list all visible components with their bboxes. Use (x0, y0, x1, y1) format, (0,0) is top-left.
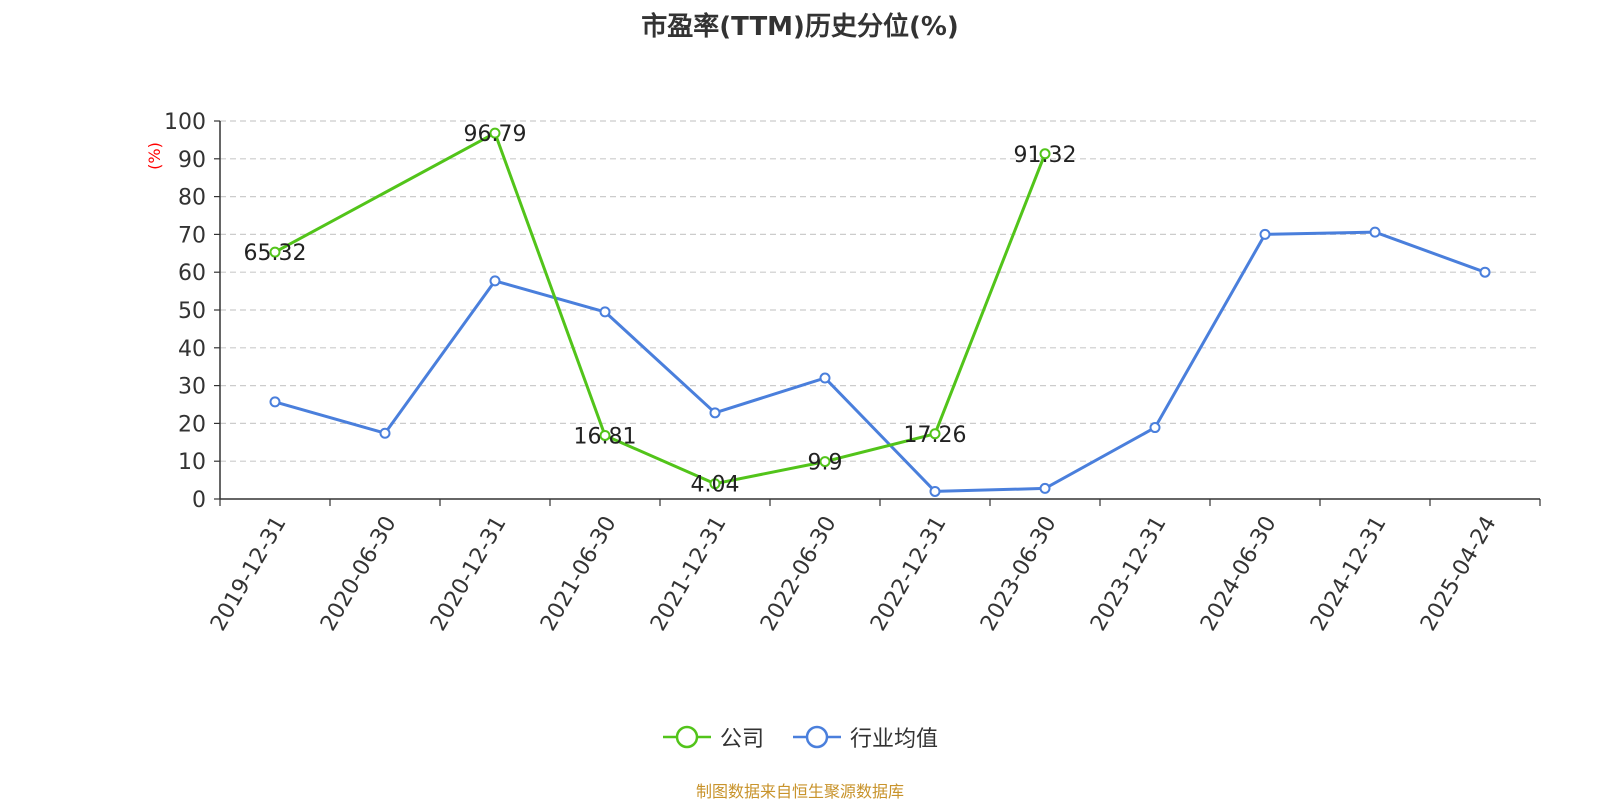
data-point-company[interactable] (929, 428, 941, 440)
data-points (269, 127, 1491, 497)
data-point-industry-average[interactable] (269, 396, 281, 408)
series-lines (274, 131, 1486, 493)
y-tick-label: 70 (178, 223, 206, 248)
x-tick-label: 2020-12-31 (426, 512, 512, 635)
data-label: 91.32 (1014, 143, 1077, 168)
data-point-industry-average[interactable] (819, 372, 831, 384)
data-point-industry-average[interactable] (709, 407, 721, 419)
data-label: 9.9 (808, 451, 843, 476)
data-point-industry-average[interactable] (1039, 482, 1051, 494)
data-label: 65.32 (244, 241, 307, 266)
data-label: 4.04 (691, 473, 740, 498)
x-tick-label: 2024-12-31 (1306, 512, 1392, 635)
data-point-industry-average[interactable] (489, 275, 501, 287)
x-tick-label: 2025-04-24 (1416, 512, 1502, 635)
legend-industry-label: 行业均值 (850, 727, 939, 752)
data-point-industry-average[interactable] (1149, 422, 1161, 434)
legend-item-industry-average[interactable]: 行业均值 (792, 721, 938, 753)
y-tick-label: 50 (178, 299, 206, 324)
x-tick-label: 2020-06-30 (316, 512, 402, 635)
data-point-industry-average[interactable] (599, 306, 611, 318)
y-tick-label: 30 (178, 375, 206, 400)
data-label: 17.26 (904, 423, 967, 448)
x-tick-label: 2024-06-30 (1196, 512, 1282, 635)
x-tick-label: 2021-12-31 (646, 512, 732, 635)
data-point-company[interactable] (819, 456, 831, 468)
series-line-industry-average (274, 230, 1486, 493)
data-point-industry-average[interactable] (1369, 226, 1381, 238)
y-tick-label: 80 (178, 186, 206, 211)
legend-item-company[interactable]: 公司 (662, 721, 764, 753)
x-tick-label: 2023-12-31 (1086, 512, 1172, 635)
chart-title: 市盈率(TTM)历史分位(%) (641, 12, 959, 42)
legend: 公司 行业均值 (0, 722, 1600, 752)
legend-industry-line-icon (793, 725, 841, 749)
source-note: 制图数据来自恒生聚源数据库 (695, 782, 904, 801)
data-point-industry-average[interactable] (379, 427, 391, 439)
data-label: 96.79 (464, 122, 527, 147)
data-point-industry-average[interactable] (1259, 228, 1271, 240)
data-labels: 65.32 96.79 16.81 4.04 9.9 17.26 91.32 (244, 122, 1077, 498)
data-point-company[interactable] (599, 429, 611, 441)
data-point-industry-average[interactable] (929, 485, 941, 497)
x-tick-label: 2019-12-31 (206, 512, 292, 635)
y-tick-label: 100 (164, 110, 206, 135)
y-tick-label: 0 (192, 488, 206, 513)
grid-lines (220, 120, 1540, 462)
y-tick-label: 40 (178, 337, 206, 362)
data-point-industry-average[interactable] (1479, 266, 1491, 278)
data-point-company[interactable] (489, 127, 501, 139)
y-tick-label: 60 (178, 261, 206, 286)
y-tick-label: 20 (178, 412, 206, 437)
data-point-company[interactable] (1039, 148, 1051, 160)
data-label: 16.81 (574, 424, 637, 449)
data-point-company[interactable] (709, 478, 721, 490)
x-tick-label: 2022-06-30 (756, 512, 842, 635)
axes: 0 10 20 30 40 50 60 70 80 90 100 2019-12-31 2020-06-… (164, 110, 1541, 635)
y-tick-label: 10 (178, 450, 206, 475)
x-tick-label: 2022-12-31 (866, 512, 952, 635)
legend-company-label: 公司 (719, 727, 764, 752)
data-point-company[interactable] (269, 246, 281, 258)
y-tick-label: 90 (178, 148, 206, 173)
y-axis-label: (%) (145, 142, 164, 170)
x-tick-label: 2023-06-30 (976, 512, 1062, 635)
legend-company-line-icon (662, 725, 711, 749)
x-tick-label: 2021-06-30 (536, 512, 622, 635)
